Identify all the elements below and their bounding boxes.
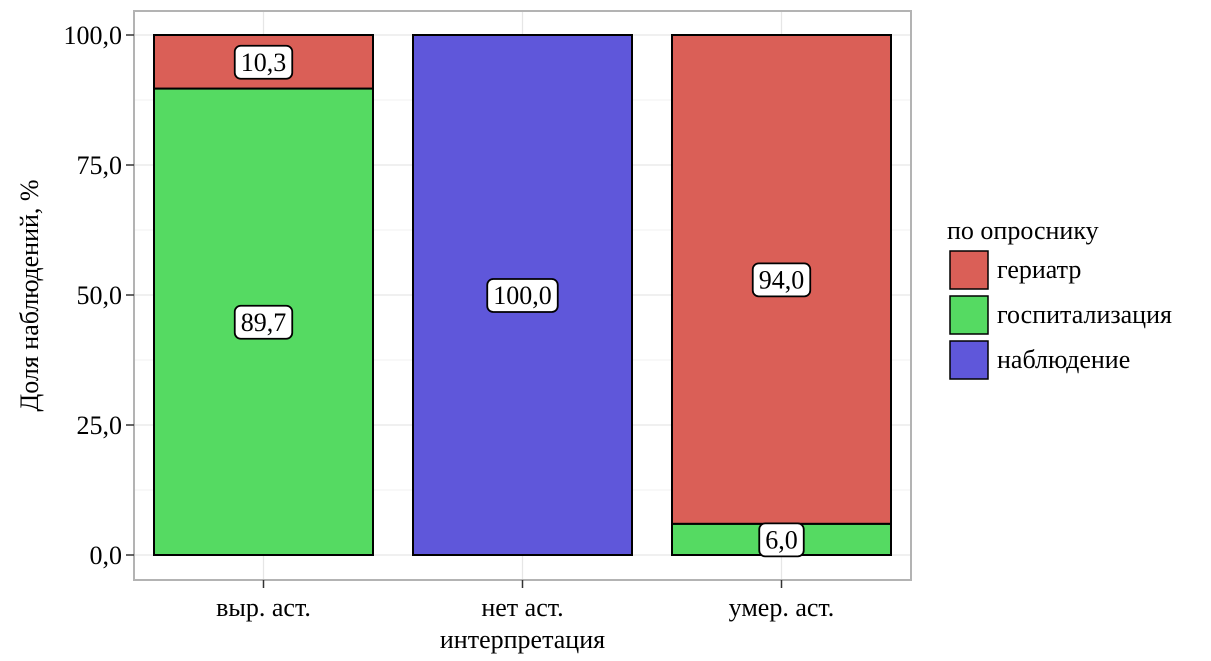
data-label: 89,7 [233, 304, 294, 340]
data-label-text: 6,0 [765, 525, 798, 554]
legend-label: наблюдение [997, 345, 1130, 374]
data-label-box [486, 278, 559, 313]
legend-title: по опроснику [947, 216, 1099, 245]
legend: по опроснику гериатр госпитализация наблюд… [947, 216, 1172, 380]
legend-label: госпитализация [997, 300, 1172, 329]
x-tick-label: выр. аст. [216, 593, 311, 622]
y-axis-title: Доля наблюдений, % [15, 179, 44, 411]
legend-label: гериатр [997, 255, 1081, 284]
x-axis: выр. аст. нет аст. умер. аст. [216, 580, 834, 622]
data-label-box [233, 44, 294, 80]
data-label-box [758, 522, 805, 558]
data-labels: 10,3 89,7 100,0 94,0 6,0 [233, 44, 812, 558]
y-tick-label: 0,0 [90, 541, 123, 570]
x-tick-label: умер. аст. [729, 593, 835, 622]
data-label-box [751, 262, 812, 298]
data-label: 10,3 [233, 44, 294, 80]
data-label-text: 89,7 [241, 308, 287, 337]
x-tick-label: нет аст. [481, 593, 563, 622]
data-label: 94,0 [751, 262, 812, 298]
y-axis: 0,0 25,0 50,0 75,0 100,0 [64, 21, 134, 570]
x-axis-title: интерпретация [440, 625, 605, 654]
legend-swatch [949, 340, 989, 380]
y-tick-label: 25,0 [77, 411, 123, 440]
bar-segment [412, 34, 633, 556]
y-tick-label: 50,0 [77, 281, 123, 310]
data-label-box [233, 304, 294, 340]
legend-swatch [949, 250, 989, 290]
data-label: 6,0 [758, 522, 805, 558]
data-label: 100,0 [486, 278, 559, 313]
data-label-text: 94,0 [759, 265, 805, 294]
y-tick-label: 100,0 [64, 21, 123, 50]
data-label-text: 100,0 [493, 281, 552, 310]
legend-swatch [949, 295, 989, 335]
y-tick-label: 75,0 [77, 151, 123, 180]
data-label-text: 10,3 [241, 48, 287, 77]
